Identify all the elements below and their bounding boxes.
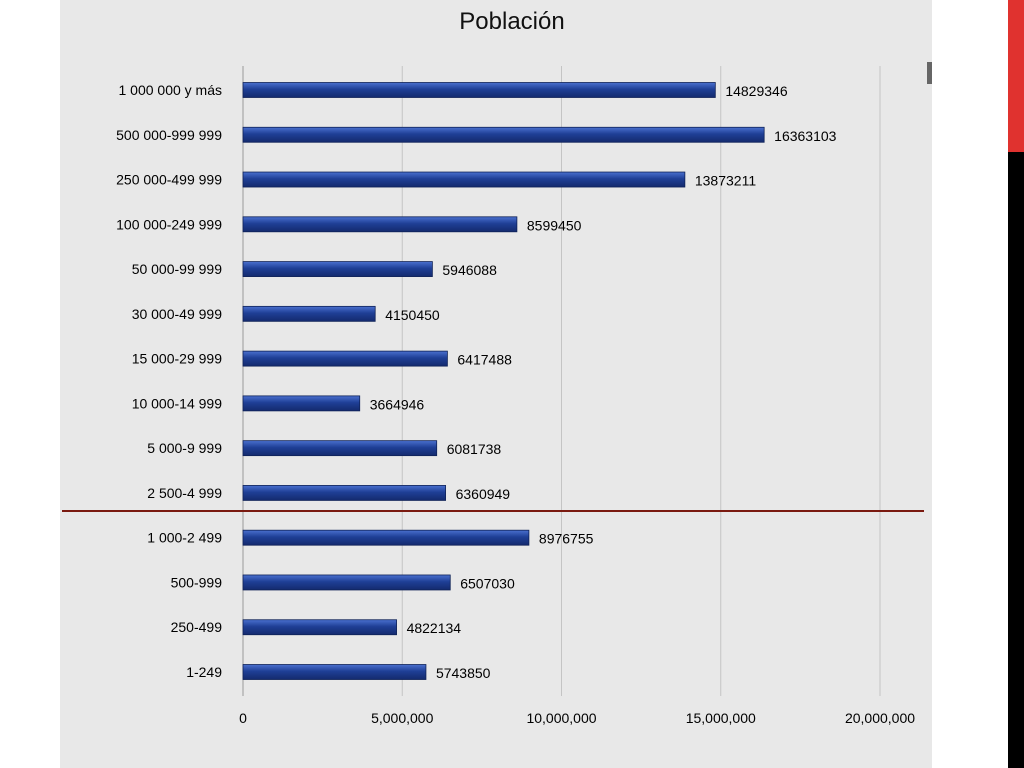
value-label: 4822134	[407, 620, 462, 636]
category-label: 250 000-499 999	[116, 172, 222, 188]
x-tick-label: 5,000,000	[371, 710, 433, 726]
x-tick-labels: 0 5,000,000 10,000,000 15,000,000 20,000,000	[239, 710, 915, 726]
x-tick-label: 0	[239, 710, 247, 726]
value-label: 5946088	[442, 262, 497, 278]
category-labels: 1 000 000 y más 500 000-999 999 250 000-49…	[116, 82, 222, 680]
bar	[242, 574, 451, 591]
bar	[242, 216, 518, 233]
category-label: 250-499	[171, 619, 223, 635]
value-label: 4150450	[385, 307, 440, 323]
bar	[242, 350, 448, 367]
bar	[242, 305, 376, 322]
value-label: 16363103	[774, 128, 837, 144]
bar	[242, 395, 361, 412]
accent-bar-red	[1008, 0, 1024, 152]
category-label: 15 000-29 999	[132, 351, 223, 367]
value-label: 6360949	[456, 486, 511, 502]
category-label: 500 000-999 999	[116, 127, 222, 143]
category-label: 30 000-49 999	[132, 306, 223, 322]
category-label: 500-999	[171, 574, 223, 590]
x-tick-label: 15,000,000	[686, 710, 756, 726]
bar	[242, 619, 397, 636]
grid-lines	[242, 66, 881, 696]
value-label: 3664946	[370, 396, 425, 412]
accent-bar-black	[1008, 152, 1024, 768]
category-label: 1 000-2 499	[147, 530, 222, 546]
scroll-marker	[927, 62, 932, 84]
value-label: 13873211	[695, 173, 756, 189]
category-label: 50 000-99 999	[132, 261, 223, 277]
bars	[242, 82, 765, 680]
category-label: 1-249	[186, 664, 222, 680]
bar	[242, 261, 433, 277]
value-label: 14829346	[725, 83, 788, 99]
bar	[242, 664, 427, 680]
bar	[242, 529, 530, 546]
value-label: 5743850	[436, 665, 491, 681]
category-label: 1 000 000 y más	[118, 82, 222, 98]
category-label: 100 000-249 999	[116, 216, 222, 232]
value-label: 6417488	[457, 352, 512, 368]
value-label: 8599450	[527, 217, 582, 233]
bar	[242, 82, 716, 98]
category-label: 2 500-4 999	[147, 485, 222, 501]
bar	[242, 171, 686, 188]
bar	[242, 485, 446, 501]
x-tick-label: 10,000,000	[526, 710, 596, 726]
value-label: 6081738	[447, 441, 502, 457]
x-tick-label: 20,000,000	[845, 710, 915, 726]
value-label: 6507030	[460, 575, 515, 591]
chart-title: Población	[459, 8, 565, 35]
category-label: 5 000-9 999	[147, 440, 222, 456]
bar	[242, 440, 438, 457]
bar	[242, 126, 765, 143]
value-labels: 14829346 16363103 13873211 8599450 5946088 41…	[370, 83, 837, 681]
category-label: 10 000-14 999	[132, 395, 223, 411]
value-label: 8976755	[539, 531, 594, 547]
